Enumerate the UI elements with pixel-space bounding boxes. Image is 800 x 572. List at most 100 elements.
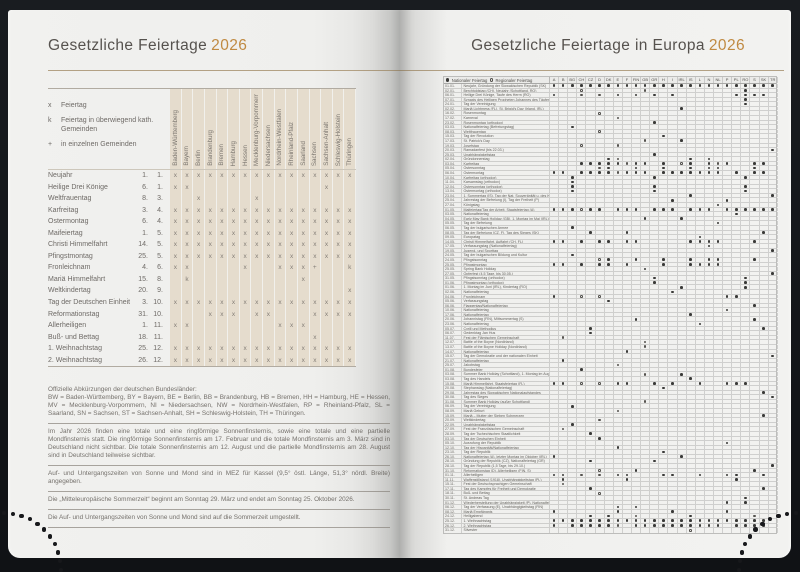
holiday-mark-cell xyxy=(641,486,651,491)
holiday-mark-cell xyxy=(760,308,769,312)
holiday-mark-cell xyxy=(550,390,560,395)
national-holiday-dot-icon xyxy=(698,171,702,175)
national-holiday-dot-icon xyxy=(652,185,656,188)
holiday-mark-cell xyxy=(705,381,714,386)
holiday-mark-cell xyxy=(623,381,632,386)
national-holiday-dot-icon xyxy=(598,240,601,243)
table-row: 17.11. Tag des Kampfes für Freiheit und D… xyxy=(444,486,778,492)
holiday-mark-cell xyxy=(650,129,660,134)
holiday-mark-cell xyxy=(286,273,298,286)
holiday-mark-cell xyxy=(705,170,714,175)
national-holiday-dot-icon xyxy=(652,176,656,179)
holiday-date: 25.12. xyxy=(444,518,462,523)
table-row: 30.11. St. Andreas Tag xyxy=(444,496,778,501)
national-holiday-dot-icon xyxy=(707,519,711,522)
holiday-mark-cell xyxy=(678,111,687,116)
holiday-mark-cell xyxy=(309,285,322,298)
holiday-mark-cell xyxy=(723,285,733,290)
holiday-mark-cell: x xyxy=(251,227,263,240)
holiday-mark-cell: x xyxy=(309,170,322,182)
holiday-mark-cell xyxy=(659,528,669,533)
holiday-mark-cell xyxy=(659,161,669,166)
holiday-mark-cell xyxy=(760,427,769,431)
holiday-mark-cell xyxy=(678,317,687,322)
holiday-mark-cell xyxy=(678,381,687,386)
holiday-mark-cell xyxy=(760,116,769,120)
holiday-mark-cell xyxy=(659,166,669,170)
holiday-mark-cell xyxy=(687,528,696,533)
holiday-mark-cell xyxy=(623,509,632,514)
national-holiday-dot-icon xyxy=(580,368,583,371)
holiday-mark-cell xyxy=(659,514,669,518)
holiday-mark-cell xyxy=(559,248,569,253)
holiday-mark-cell xyxy=(678,262,687,267)
holiday-mark-cell: x xyxy=(309,308,322,321)
holiday-mark-cell: x xyxy=(204,239,217,251)
holiday-name: Tag des Sieges xyxy=(462,395,550,399)
country-column-header: I xyxy=(668,77,678,83)
holiday-name: Verfassungstag (Nationalfeiertag) xyxy=(462,244,550,248)
holiday-mark-cell xyxy=(623,486,632,491)
holiday-mark-cell: x xyxy=(286,297,298,309)
holiday-mark-cell xyxy=(623,239,632,244)
holiday-mark-cell xyxy=(678,399,687,404)
holiday-mark-cell xyxy=(741,221,751,225)
national-holiday-dot-icon xyxy=(652,84,656,88)
holiday-mark-cell xyxy=(678,97,687,102)
holiday-mark-cell xyxy=(251,285,263,298)
holiday-mark-cell xyxy=(678,496,687,500)
holiday-date: 06.04. xyxy=(444,170,462,175)
holiday-mark-cell xyxy=(687,111,696,116)
holiday-mark-cell: x xyxy=(344,343,356,355)
holiday-mark-cell xyxy=(687,473,696,477)
table-row: 01.01. Neujahr, Gründung der Slowakischen… xyxy=(444,84,778,89)
holiday-mark-cell xyxy=(741,193,751,198)
holiday-mark-cell xyxy=(559,152,569,157)
holiday-mark-cell xyxy=(668,473,678,477)
holiday-mark-cell xyxy=(623,386,632,390)
holiday-mark-cell xyxy=(614,326,623,331)
holiday-mark-cell xyxy=(550,189,560,193)
holiday-mark-cell xyxy=(650,102,660,106)
national-holiday-dot-icon xyxy=(725,295,729,298)
holiday-name: Allerheiligen xyxy=(48,322,87,330)
holiday-mark-cell xyxy=(577,239,587,244)
holiday-name: 2. Weihnachtstag xyxy=(462,523,550,528)
holiday-mark-cell xyxy=(632,143,642,148)
holiday-mark-cell xyxy=(750,161,760,166)
holiday-mark-cell xyxy=(623,450,632,454)
holiday-mark-cell xyxy=(596,518,605,523)
holiday-mark-cell xyxy=(714,418,724,422)
holiday-mark-cell xyxy=(687,358,696,363)
holiday-mark-cell xyxy=(632,367,642,372)
holiday-mark-cell xyxy=(741,212,751,216)
holiday-mark-cell xyxy=(687,404,696,409)
holiday-mark-cell xyxy=(614,198,623,203)
holiday-mark-cell xyxy=(559,509,569,514)
holiday-mark-cell xyxy=(723,308,733,312)
holiday-mark-cell xyxy=(687,148,696,152)
holiday-mark-cell xyxy=(714,212,724,216)
holiday-mark-cell xyxy=(750,523,760,528)
holiday-mark-cell: x xyxy=(228,239,240,251)
holiday-mark-cell xyxy=(251,273,263,286)
holiday-mark-cell xyxy=(614,431,623,436)
holiday-mark-cell xyxy=(750,505,760,509)
holiday-mark-cell xyxy=(696,267,705,271)
holiday-mark-cell xyxy=(559,157,569,161)
holiday-mark-cell xyxy=(550,193,560,198)
holiday-mark-cell xyxy=(696,116,705,120)
holiday-mark-cell xyxy=(705,216,714,221)
holiday-mark-cell: x xyxy=(309,216,322,228)
holiday-mark-cell: x xyxy=(181,250,194,263)
table-row: 05.07. Cyrill und Methodius xyxy=(444,326,778,332)
holiday-mark-cell xyxy=(605,303,614,308)
holiday-mark-cell xyxy=(769,248,778,253)
holiday-mark-cell xyxy=(332,181,345,194)
holiday-mark-cell xyxy=(623,482,632,486)
holiday-mark-cell xyxy=(641,509,651,514)
holiday-mark-cell xyxy=(550,134,560,138)
holiday-mark-cell: x xyxy=(181,262,194,274)
holiday-mark-cell xyxy=(650,308,660,312)
national-holiday-dot-icon xyxy=(570,404,574,408)
